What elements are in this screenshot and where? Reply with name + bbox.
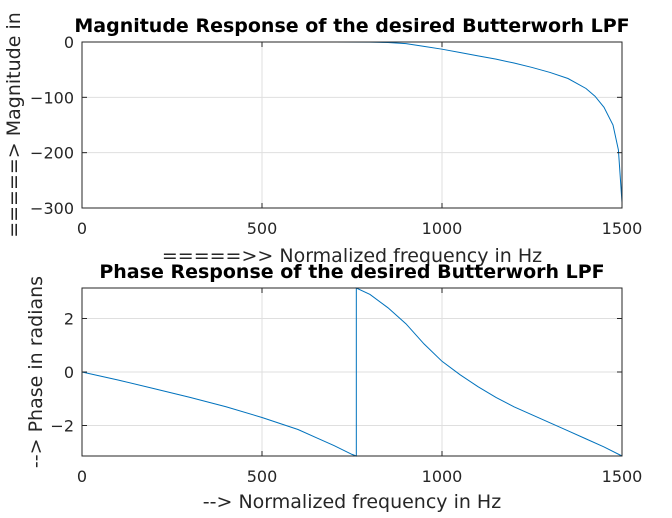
chart-title: Magnitude Response of the desired Butter… [74, 15, 629, 37]
chart-1: 0 500 1000 1500 0 −100 −200 −300 =====>> Normali… [3, 12, 642, 267]
x-axis-label: --> Normalized frequency in Hz [203, 491, 501, 513]
y-tick-label: 0 [64, 363, 74, 382]
y-tick-label: −300 [30, 199, 74, 218]
chart-title: Phase Response of the desired Butterworh… [99, 261, 604, 283]
x-tick-label: 0 [77, 219, 87, 238]
x-tick-label: 1500 [602, 467, 643, 486]
y-axis-label: --> Phase in radians [25, 276, 47, 468]
y-tick-label: −200 [30, 144, 74, 163]
x-tick-label: 1000 [422, 467, 463, 486]
y-tick-label: −2 [50, 417, 74, 436]
x-tick-label: 500 [247, 219, 278, 238]
x-tick-label: 1500 [602, 219, 643, 238]
series-line-1 [81, 287, 623, 457]
y-tick-label: −100 [30, 88, 74, 107]
axes-box [81, 41, 623, 209]
y-axis-label: =====> Magnitude in [3, 12, 25, 238]
plot-area [82, 42, 622, 208]
x-tick-label: 500 [247, 467, 278, 486]
x-axis-label: =====>> Normalized frequency in Hz [162, 245, 542, 267]
x-tick-label: 0 [77, 467, 87, 486]
x-tick-label: 1000 [422, 219, 463, 238]
y-tick-label: 0 [64, 33, 74, 52]
chart-2: 0 500 1000 1500 2 0 −2 --> Normalized frequency… [25, 261, 642, 513]
y-tick-label: 2 [64, 309, 74, 328]
